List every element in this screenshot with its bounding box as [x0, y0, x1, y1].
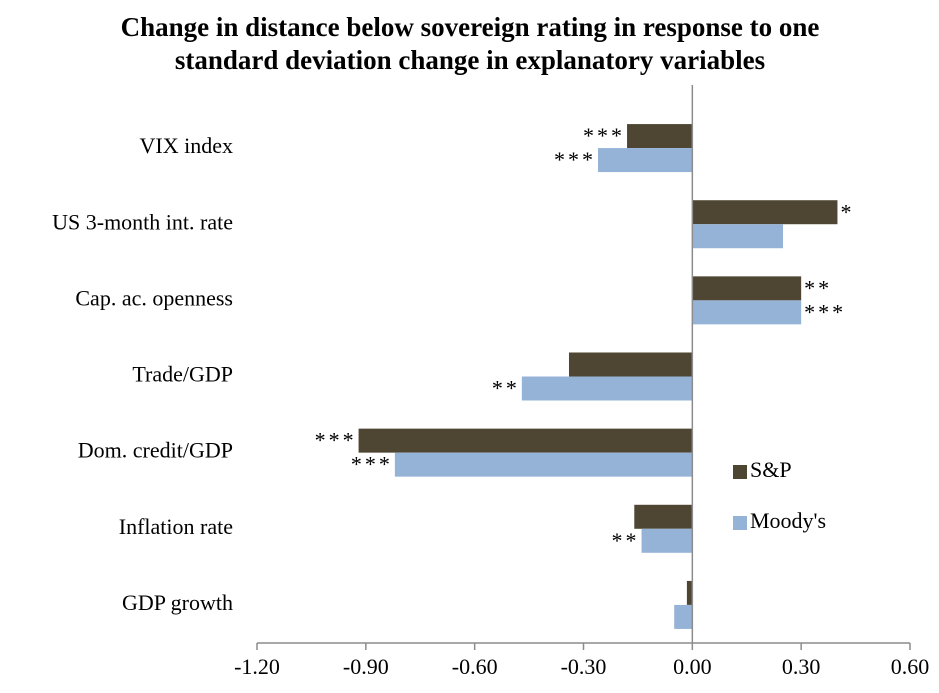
significance-label: * [840, 199, 854, 224]
bar [568, 352, 693, 377]
significance-label: ** [804, 275, 832, 300]
significance-label: *** [315, 428, 357, 453]
bar [598, 148, 693, 173]
legend-label: Moody's [750, 508, 826, 533]
significance-label: *** [583, 123, 625, 148]
significance-label: ** [612, 528, 640, 553]
x-tick-label: -1.20 [234, 654, 280, 679]
bar [692, 224, 784, 249]
legend-swatch [733, 465, 747, 479]
bar [692, 200, 838, 225]
x-tick-label: -0.90 [343, 654, 389, 679]
bar [627, 124, 693, 149]
significance-label: ** [492, 376, 520, 401]
legend-swatch [733, 516, 747, 530]
y-tick-label: Cap. ac. openness [75, 285, 233, 310]
bar [686, 580, 693, 605]
significance-label: *** [554, 147, 596, 172]
bar [634, 504, 693, 529]
bar [641, 528, 693, 553]
y-tick-label: GDP growth [122, 590, 233, 615]
x-tick-label: 0.30 [782, 654, 821, 679]
y-tick-label: Dom. credit/GDP [78, 438, 233, 463]
bar [692, 300, 802, 325]
y-tick-label: Inflation rate [119, 514, 233, 539]
bar [394, 452, 693, 477]
chart-title: Change in distance below sovereign ratin… [121, 12, 820, 42]
y-tick-label: US 3-month int. rate [52, 209, 233, 234]
x-tick-label: 0.00 [673, 654, 712, 679]
bar [692, 276, 802, 301]
significance-label: *** [804, 299, 846, 324]
x-tick-label: -0.60 [452, 654, 498, 679]
bar [674, 604, 693, 629]
bar [521, 376, 693, 401]
significance-label: *** [351, 452, 393, 477]
y-tick-label: VIX index [140, 133, 233, 158]
bar [358, 428, 693, 453]
x-tick-label: -0.30 [561, 654, 607, 679]
chart-title: standard deviation change in explanatory… [175, 45, 765, 75]
legend-label: S&P [750, 457, 792, 482]
y-tick-label: Trade/GDP [132, 362, 233, 387]
x-tick-label: 0.60 [891, 654, 930, 679]
